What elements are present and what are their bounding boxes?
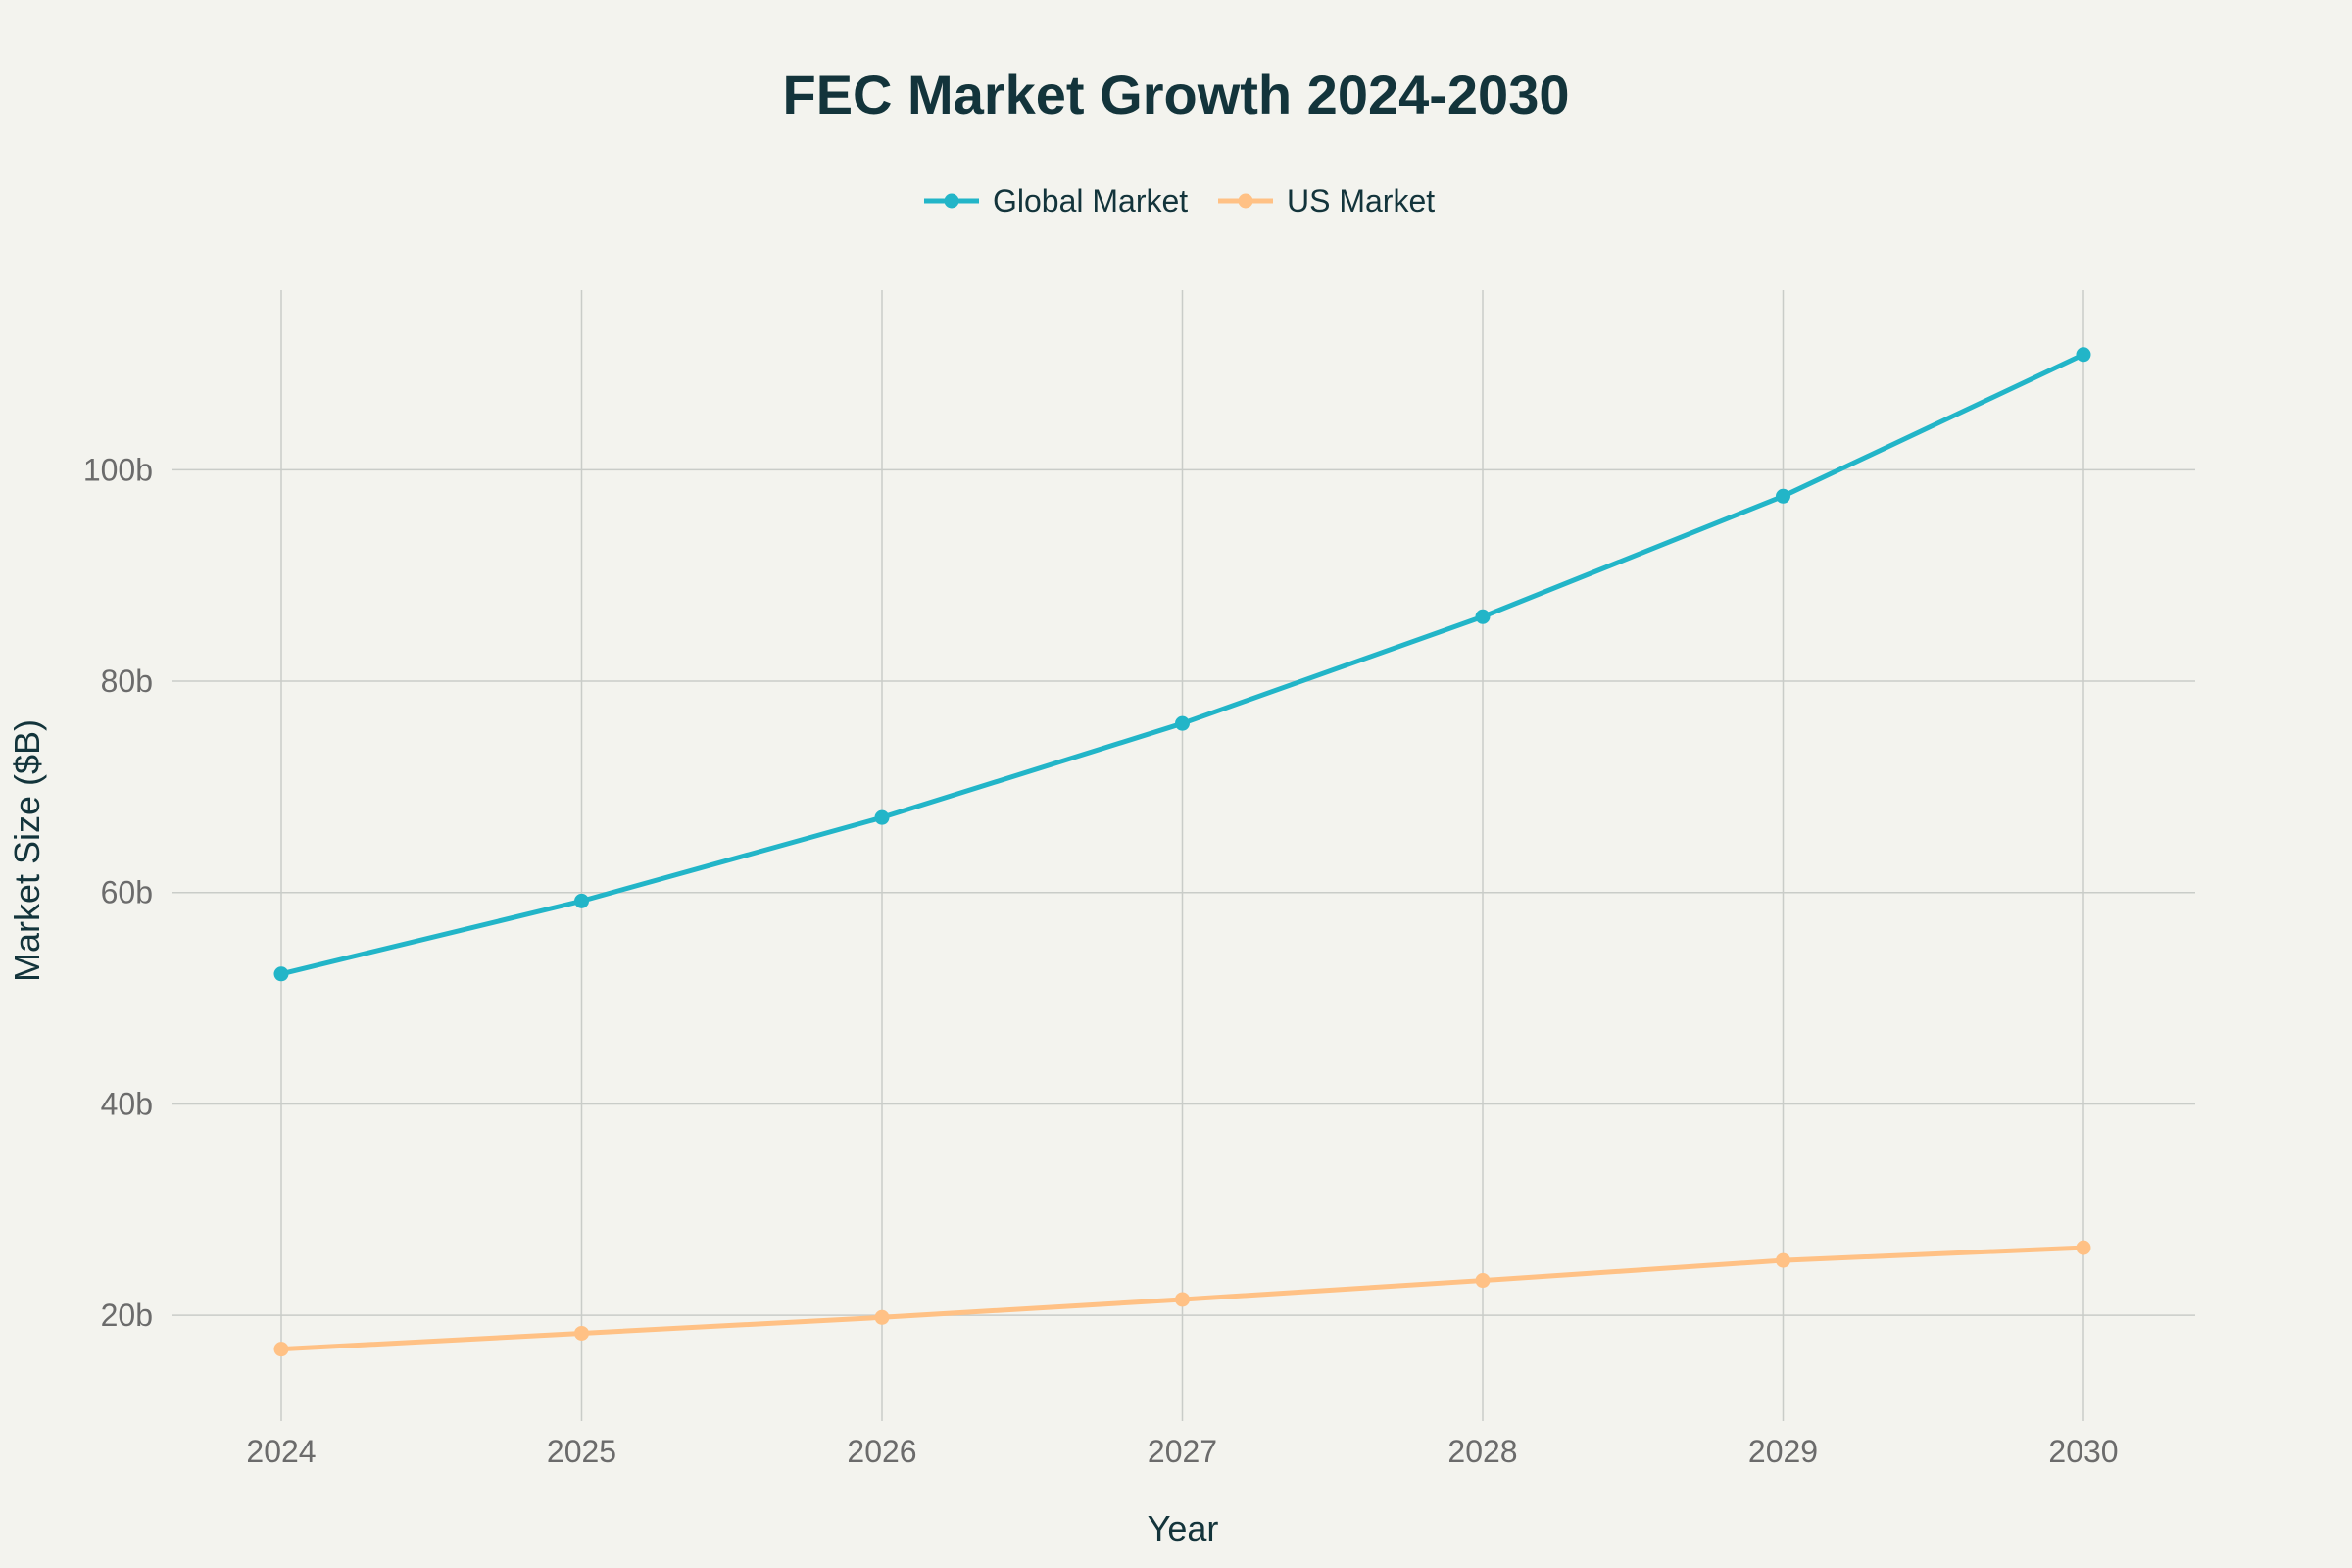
data-point[interactable] [1475,609,1491,624]
x-tick-label: 2028 [1447,1434,1517,1469]
y-tick-labels: 20b 40b 60b 80b 100b [83,452,153,1333]
series-global-market [273,347,2091,982]
data-point[interactable] [1776,1252,1790,1268]
data-point[interactable] [874,809,890,825]
series-us-market [273,1240,2091,1357]
data-point[interactable] [1475,1273,1491,1289]
x-axis-title: Year [1148,1508,1219,1548]
chart-title: FEC Market Growth 2024-2030 [783,64,1570,125]
x-gridlines [280,290,2084,1421]
data-point[interactable] [2076,347,2091,363]
data-point[interactable] [1175,715,1190,731]
y-gridlines [172,468,2195,1316]
x-tick-label: 2024 [246,1434,316,1469]
y-axis-title: Market Size ($B) [7,719,47,982]
legend-item[interactable]: US Market [1218,183,1435,219]
legend-swatch-marker [1238,193,1253,209]
legend: Global Market US Market [924,183,1435,219]
data-point[interactable] [574,893,589,908]
legend-label: Global Market [993,183,1188,219]
x-tick-label: 2029 [1748,1434,1818,1469]
y-tick-label: 100b [83,452,153,487]
x-tick-labels: 2024 2025 2026 2027 2028 2029 2030 [246,1434,2118,1469]
legend-item[interactable]: Global Market [924,183,1188,219]
x-tick-label: 2026 [847,1434,916,1469]
y-tick-label: 80b [101,663,153,699]
data-point[interactable] [273,1342,289,1357]
series-layer [273,347,2091,1357]
data-point[interactable] [2076,1240,2091,1255]
data-point[interactable] [874,1309,890,1325]
legend-label: US Market [1287,183,1435,219]
y-tick-label: 40b [101,1086,153,1121]
y-tick-label: 60b [101,875,153,910]
legend-swatch-marker [944,193,959,209]
data-point[interactable] [1175,1292,1190,1307]
x-tick-label: 2027 [1148,1434,1217,1469]
data-point[interactable] [574,1325,589,1341]
data-point[interactable] [1776,488,1790,504]
x-tick-label: 2030 [2048,1434,2118,1469]
y-tick-label: 20b [101,1298,153,1333]
x-tick-label: 2025 [547,1434,616,1469]
data-point[interactable] [273,966,289,982]
